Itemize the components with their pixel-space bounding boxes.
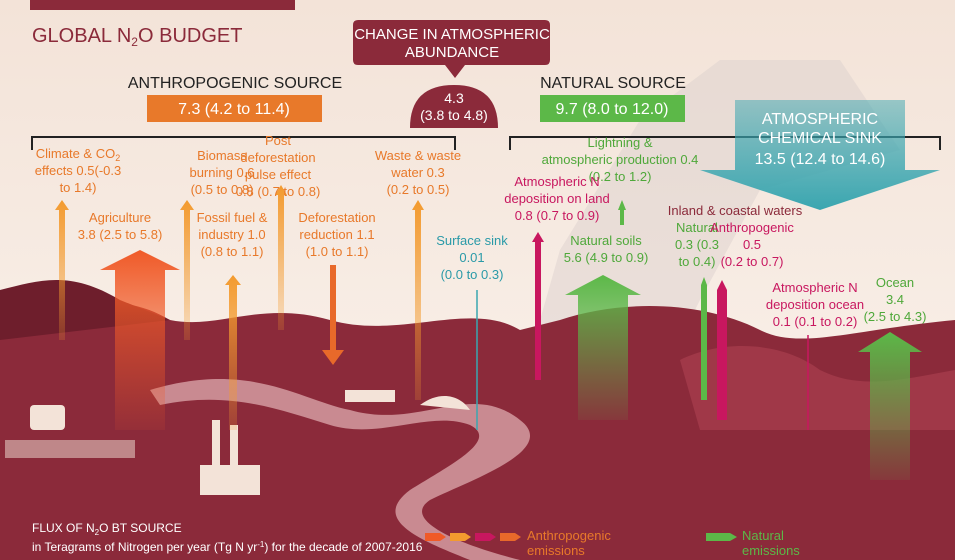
agriculture-arrow <box>100 250 180 430</box>
legend-arrow <box>425 533 446 541</box>
flux-label: 0.1 (0.1 to 0.2) <box>773 314 858 329</box>
legend-arrow <box>450 533 471 541</box>
legend-arrow <box>706 533 737 541</box>
flux-label: (0.8 to 1.1) <box>201 244 264 259</box>
flux-label: to 0.4) <box>679 254 716 269</box>
flux-label: Post <box>265 133 291 148</box>
biomass-arrow <box>180 200 194 340</box>
soils-arrow <box>565 275 641 420</box>
flux-label: (0.2 to 0.5) <box>387 182 450 197</box>
ocean-arrow <box>858 332 922 480</box>
sink-heading: ATMOSPHERIC <box>762 111 878 128</box>
legend-label: Anthropogenic <box>527 528 611 543</box>
flux-label: industry 1.0 <box>198 227 265 242</box>
river <box>150 379 531 560</box>
flux-label: Fossil fuel & <box>197 210 268 225</box>
change-range: (3.8 to 4.8) <box>420 107 488 123</box>
anthropogenic-bracket <box>31 136 456 150</box>
flux-label: Lightning & <box>587 135 652 150</box>
legend-arrow <box>475 533 496 541</box>
flux-label: Atmospheric N <box>514 174 599 189</box>
anthropogenic-heading: ANTHROPOGENIC SOURCE <box>128 75 342 92</box>
flux-label: deposition on land <box>504 191 610 206</box>
flux-label: Waste & waste <box>375 148 461 163</box>
change-heading: ABUNDANCE <box>405 44 499 61</box>
change-box <box>353 20 550 78</box>
anthropogenic-value: 7.3 (4.2 to 11.4) <box>178 101 290 118</box>
flux-label: Inland & coastal waters <box>668 203 803 218</box>
flux-label: Surface sink <box>436 233 508 248</box>
flux-label: (1.0 to 1.1) <box>306 244 369 259</box>
flux-label: burning 0.6 <box>189 165 254 180</box>
flux-label: pulse effect <box>245 167 312 182</box>
field <box>5 440 135 458</box>
flux-label: Atmospheric N <box>772 280 857 295</box>
flux-label: (2.5 to 4.3) <box>864 309 927 324</box>
legend-label: emissions <box>742 543 800 558</box>
inland-anthropogenic-arrow <box>717 280 727 420</box>
legend-arrow <box>500 533 521 541</box>
flux-label: 3.4 <box>886 292 904 307</box>
flux-label: 0.8 (0.7 to 0.8) <box>236 184 321 199</box>
waste-arrow <box>412 200 424 400</box>
natural-box <box>540 95 685 122</box>
climate-label: effects 0.5(-0.3 <box>35 163 121 178</box>
post-deforestation-arrow <box>275 185 287 330</box>
flux-label: Ocean <box>876 275 914 290</box>
change-heading: CHANGE IN ATMOSPHERIC <box>354 26 550 43</box>
flux-label: Agriculture <box>89 210 151 225</box>
flux-label: 3.8 (2.5 to 5.8) <box>78 227 163 242</box>
flux-label: (0.2 to 0.7) <box>721 254 784 269</box>
chimney <box>212 420 220 465</box>
footer-note: in Teragrams of Nitrogen per year (Tg N … <box>32 540 423 554</box>
flux-label: Anthropogenic <box>710 220 794 235</box>
climate-label: Climate & CO2 <box>36 146 120 163</box>
chimney <box>230 425 238 465</box>
anthropogenic-box <box>147 95 322 122</box>
flux-label: Biomass <box>197 148 247 163</box>
flux-label: 0.8 (0.7 to 0.9) <box>515 208 600 223</box>
treatment-plant <box>345 390 395 402</box>
footer-title: FLUX OF N2O BT SOURCE <box>32 521 182 537</box>
factory <box>200 465 260 495</box>
fossil-arrow <box>225 275 241 430</box>
flux-label: 0.3 (0.3 <box>675 237 719 252</box>
flux-label: Natural <box>676 220 718 235</box>
flux-label: 5.6 (4.9 to 0.9) <box>564 250 649 265</box>
deforestation-arrow <box>322 265 344 365</box>
sink-arrow <box>700 100 940 210</box>
natural-heading: NATURAL SOURCE <box>540 75 686 92</box>
flux-label: Deforestation <box>298 210 375 225</box>
change-dome <box>410 85 498 128</box>
climate-label: to 1.4) <box>60 180 97 195</box>
tractor <box>30 405 65 430</box>
flux-label: 0.5 <box>743 237 761 252</box>
natural-value: 9.7 (8.0 to 12.0) <box>556 101 669 118</box>
flux-label: (0.0 to 0.3) <box>441 267 504 282</box>
climate-arrow <box>55 200 69 340</box>
top-bar <box>30 0 295 10</box>
flux-label: Natural soils <box>570 233 642 248</box>
landfill <box>420 395 470 410</box>
flux-label: reduction 1.1 <box>299 227 374 242</box>
legend-label: Natural <box>742 528 784 543</box>
flux-label: atmospheric production 0.4 <box>542 152 699 167</box>
flux-label: (0.2 to 1.2) <box>589 169 652 184</box>
flux-label: deposition ocean <box>766 297 864 312</box>
inland-natural-arrow <box>701 277 707 400</box>
lightning-arrow <box>618 200 626 225</box>
change-value: 4.3 <box>444 90 464 106</box>
flux-label: (0.5 to 0.8) <box>191 182 254 197</box>
flux-label: deforestation <box>240 150 315 165</box>
natural-bracket <box>509 136 941 150</box>
sink-heading: CHEMICAL SINK <box>758 130 882 147</box>
title: GLOBAL N2O BUDGET <box>32 25 242 49</box>
sink-value: 13.5 (12.4 to 14.6) <box>755 151 886 168</box>
legend-label: emissions <box>527 543 585 558</box>
flux-label: 0.01 <box>459 250 484 265</box>
flux-label: water 0.3 <box>390 165 444 180</box>
flux-labels: Biomass burning 0.6 (0.5 to 0.8) Post defore… <box>78 133 927 329</box>
deposition-land-arrow <box>532 232 544 380</box>
